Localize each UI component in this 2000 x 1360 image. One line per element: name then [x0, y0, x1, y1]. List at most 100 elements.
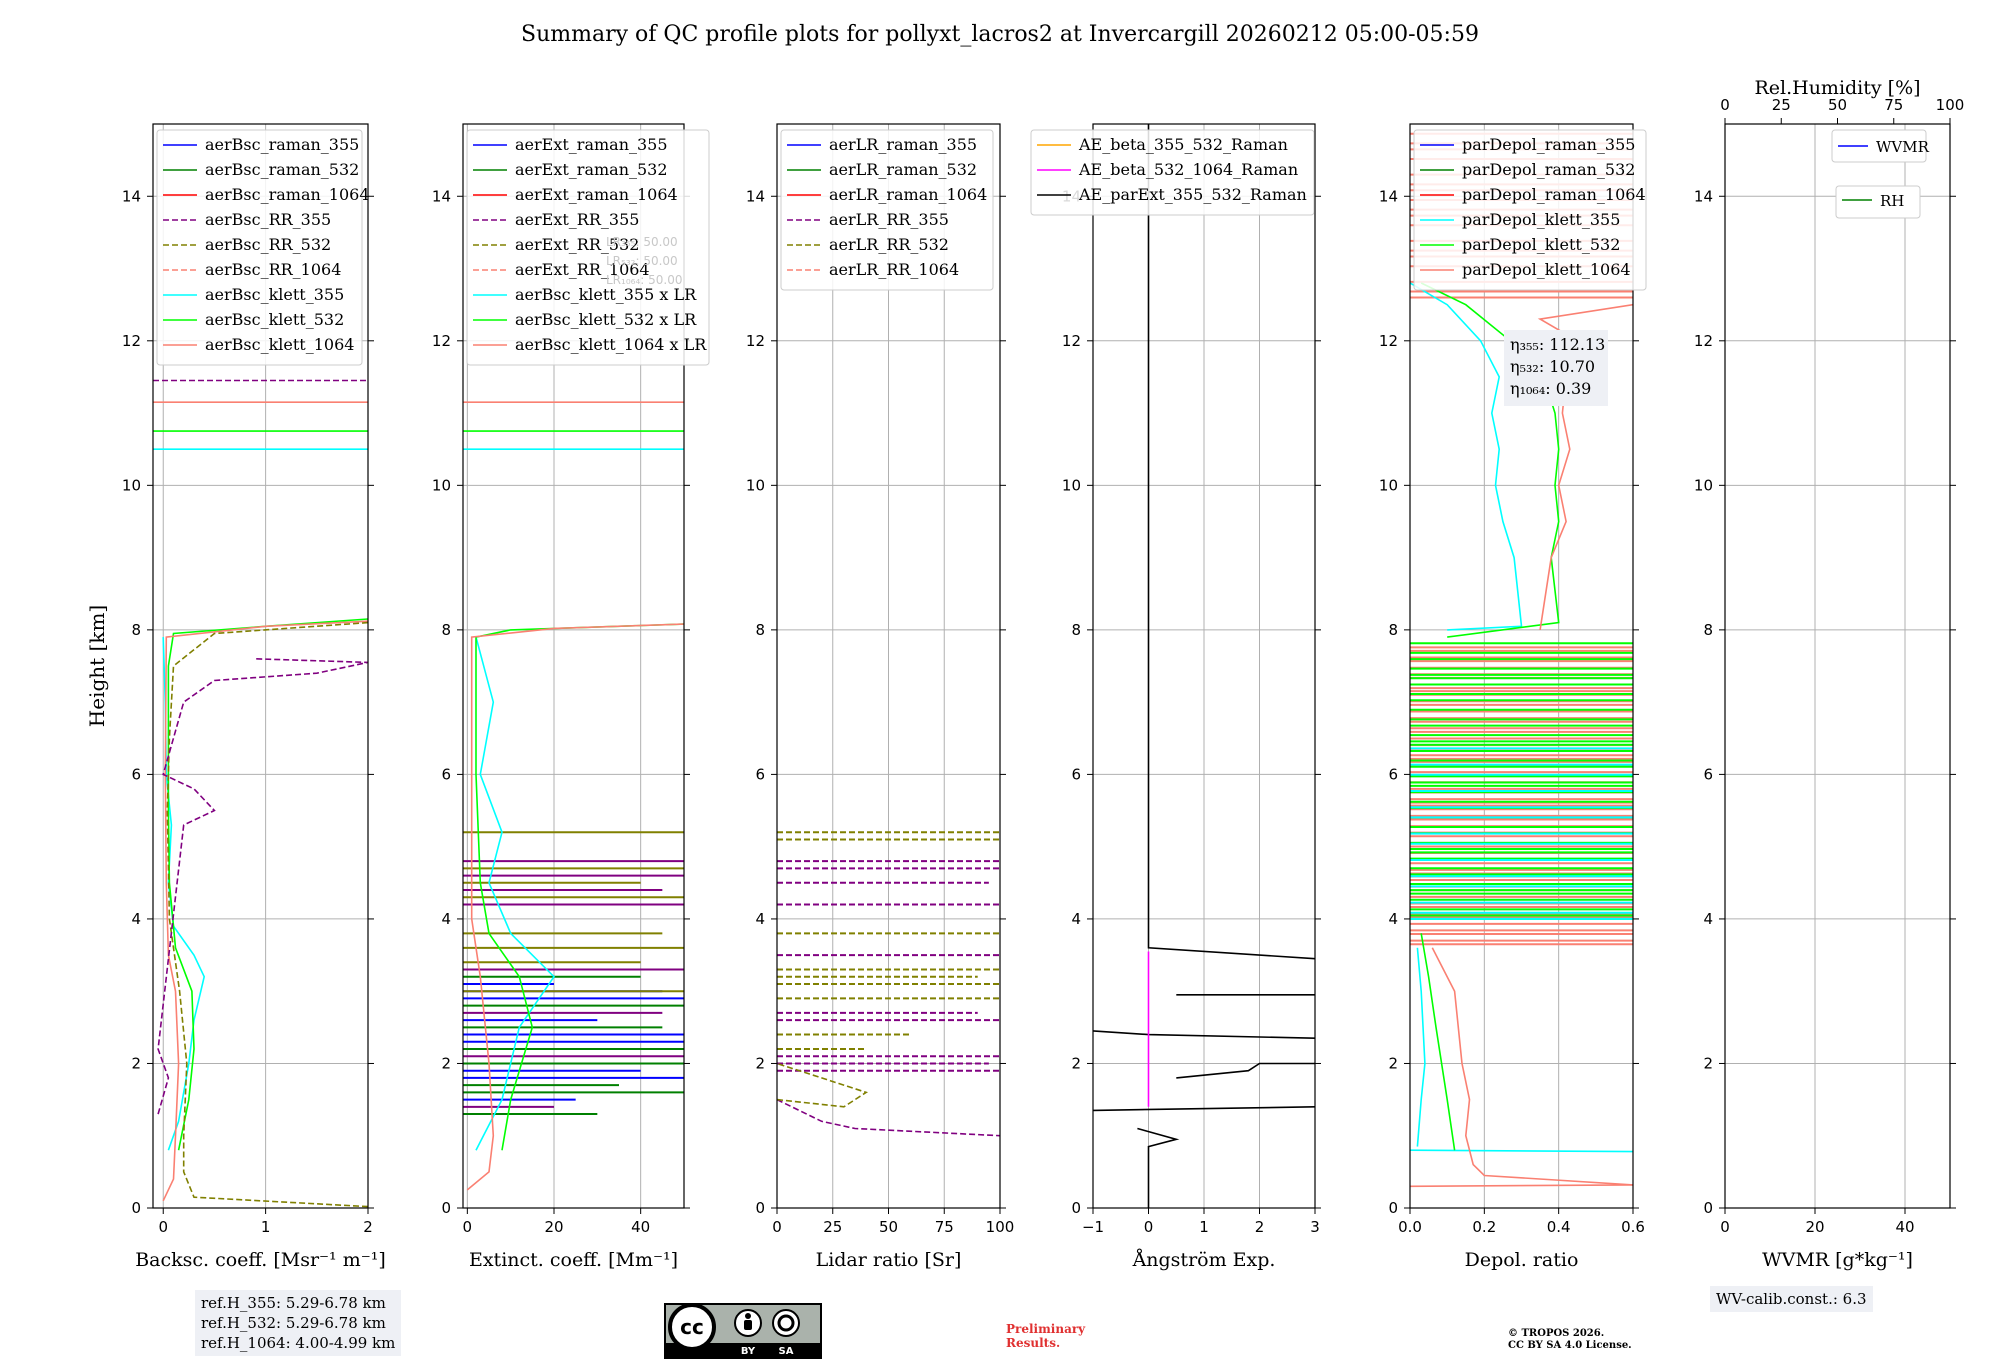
- wv-y-tick-label: 8: [1703, 621, 1713, 639]
- sa-icon-arrow: [777, 1314, 795, 1332]
- depol-y-tick-label: 2: [1388, 1054, 1398, 1072]
- depol-series-line: [1431, 947, 1633, 1186]
- bsc-legend-box: [156, 129, 363, 366]
- bsc-x-tick-label: 0: [158, 1218, 168, 1236]
- rh-legend-label: RH: [1880, 192, 1904, 210]
- wv-legend-box: [1831, 129, 1927, 163]
- ext-x-tick-label: 20: [544, 1218, 563, 1236]
- depol-y-tick-label: 14: [1379, 187, 1398, 205]
- lr-y-tick-label: 4: [755, 910, 765, 928]
- refbox-line-532: ref.H_532: 5.29-6.78 km: [201, 1314, 386, 1332]
- depol-x-tick-label: 0.4: [1547, 1218, 1571, 1236]
- ae-y-tick-label: 8: [1071, 621, 1081, 639]
- wv-x-axis-label: WVMR [g*kg⁻¹]: [1762, 1249, 1913, 1271]
- depol-series-line: [1420, 933, 1456, 1151]
- wv-x-tick-label: 0: [1720, 1218, 1730, 1236]
- bsc-legend-label: aerBsc_raman_355: [205, 135, 359, 154]
- bsc-legend-label: aerBsc_RR_355: [205, 210, 331, 229]
- ae-legend-label: AE_parExt_355_532_Raman: [1078, 185, 1307, 204]
- bsc-legend-label: aerBsc_klett_1064: [205, 335, 354, 354]
- bsc-legend-label: aerBsc_RR_1064: [205, 260, 341, 279]
- lr-axes-frame: [776, 123, 1001, 1209]
- depol-series-line: [1410, 1149, 1633, 1153]
- lr-x-tick-label: 50: [879, 1218, 898, 1236]
- lr-legend-label: aerLR_raman_355: [829, 135, 977, 154]
- ext-series-line: [475, 636, 556, 1151]
- ae-legend-box: [1030, 129, 1315, 216]
- ae-y-tick-label: 12: [1062, 332, 1081, 350]
- wv-y-tick-label: 12: [1694, 332, 1713, 350]
- ext-series-line: [475, 623, 684, 1151]
- depol-y-tick-label: 6: [1388, 765, 1398, 783]
- ext-legend-label: aerExt_RR_1064: [515, 260, 650, 279]
- bsc-y-tick-label: 14: [122, 187, 141, 205]
- by-icon-body: [744, 1320, 752, 1330]
- depol-x-axis-label: Depol. ratio: [1465, 1249, 1579, 1271]
- depol-eta-label: η₅₃₂: 10.70: [1510, 357, 1595, 376]
- ext-y-tick-label: 14: [432, 187, 451, 205]
- ext-legend-label: aerBsc_klett_1064 x LR: [515, 335, 707, 354]
- ext-x-tick-label: 40: [631, 1218, 650, 1236]
- wv-y-tick-label: 14: [1694, 187, 1713, 205]
- ext-series-group: [463, 401, 684, 1191]
- bsc-series-line: [166, 621, 368, 1208]
- depol-y-tick-label: 0: [1388, 1199, 1398, 1217]
- ext-y-tick-label: 10: [432, 476, 451, 494]
- ae-x-tick-label: 3: [1310, 1218, 1320, 1236]
- copyright-note: © TROPOS 2026. CC BY SA 4.0 License.: [1508, 1328, 1632, 1352]
- wv-legend-label: WVMR: [1876, 138, 1930, 156]
- lr-legend-label: aerLR_RR_1064: [829, 260, 959, 279]
- cc-by-sa-badge: cc BY SA: [664, 1303, 822, 1359]
- lr-legend-label: aerLR_raman_532: [829, 160, 977, 179]
- lr-series-line: [777, 1062, 869, 1108]
- lr-x-tick-label: 0: [772, 1218, 782, 1236]
- lr-y-tick-label: 14: [746, 187, 765, 205]
- wv-y-tick-label: 2: [1703, 1054, 1713, 1072]
- depol-axes-frame: [1409, 123, 1634, 1209]
- copyright-line-1: © TROPOS 2026.: [1508, 1328, 1605, 1339]
- lr-y-tick-label: 0: [755, 1199, 765, 1217]
- ext-lr-label: LR₃₅₅: 50.00: [606, 235, 678, 249]
- bsc-x-tick-label: 1: [261, 1218, 271, 1236]
- lr-x-tick-label: 75: [935, 1218, 954, 1236]
- refbox-line-1064: ref.H_1064: 4.00-4.99 km: [201, 1334, 396, 1352]
- ext-legend-label: aerExt_raman_355: [515, 135, 668, 154]
- depol-legend-label: parDepol_raman_532: [1462, 160, 1635, 179]
- ext-lr-label: LR₅₃₂: 50.00: [606, 254, 678, 268]
- ext-legend-label: aerExt_raman_1064: [515, 185, 678, 204]
- depol-y-tick-label: 12: [1379, 332, 1398, 350]
- lr-y-tick-label: 12: [746, 332, 765, 350]
- reference-height-box: ref.H_355: 5.29-6.78 km ref.H_532: 5.29-…: [195, 1290, 402, 1356]
- lr-y-tick-label: 2: [755, 1054, 765, 1072]
- depol-x-tick-label: 0.2: [1472, 1218, 1496, 1236]
- depol-series-line: [1416, 947, 1426, 1147]
- bsc-legend-label: aerBsc_raman_1064: [205, 185, 370, 204]
- preliminary-results-note: Preliminary Results.: [1006, 1322, 1085, 1350]
- lr-legend-label: aerLR_RR_532: [829, 235, 949, 254]
- preliminary-line-2: Results.: [1006, 1336, 1061, 1350]
- depol-legend-label: parDepol_klett_1064: [1462, 260, 1631, 279]
- wv-top-axis-label: Rel.Humidity [%]: [1754, 77, 1920, 99]
- bsc-legend-label: aerBsc_raman_532: [205, 160, 359, 179]
- ae-x-tick-label: −1: [1082, 1218, 1104, 1236]
- ae-y-tick-label: 2: [1071, 1054, 1081, 1072]
- ae-y-tick-label: 0: [1071, 1199, 1081, 1217]
- bsc-y-tick-label: 6: [131, 765, 141, 783]
- bsc-legend-label: aerBsc_RR_532: [205, 235, 331, 254]
- lr-y-tick-label: 6: [755, 765, 765, 783]
- wv-plot-area: [1725, 124, 1950, 1208]
- ae-legend-label: AE_beta_532_1064_Raman: [1078, 160, 1298, 179]
- depol-eta-label: η₁₀₆₄: 0.39: [1510, 379, 1591, 398]
- ext-y-tick-label: 0: [441, 1199, 451, 1217]
- ae-axes-frame: [1092, 123, 1316, 1209]
- y-axis-label: Height [km]: [85, 605, 109, 727]
- ext-legend-label: aerBsc_klett_532 x LR: [515, 310, 697, 329]
- ae-x-tick-label: 1: [1199, 1218, 1209, 1236]
- ext-lr-label: LR₁₀₆₄: 50.00: [606, 273, 682, 287]
- depol-eta-label: η₃₅₅: 112.13: [1510, 335, 1605, 354]
- ae-series-line: [1137, 1127, 1180, 1208]
- figure-title: Summary of QC profile plots for pollyxt_…: [521, 22, 1479, 47]
- ext-legend-label: aerExt_raman_532: [515, 160, 668, 179]
